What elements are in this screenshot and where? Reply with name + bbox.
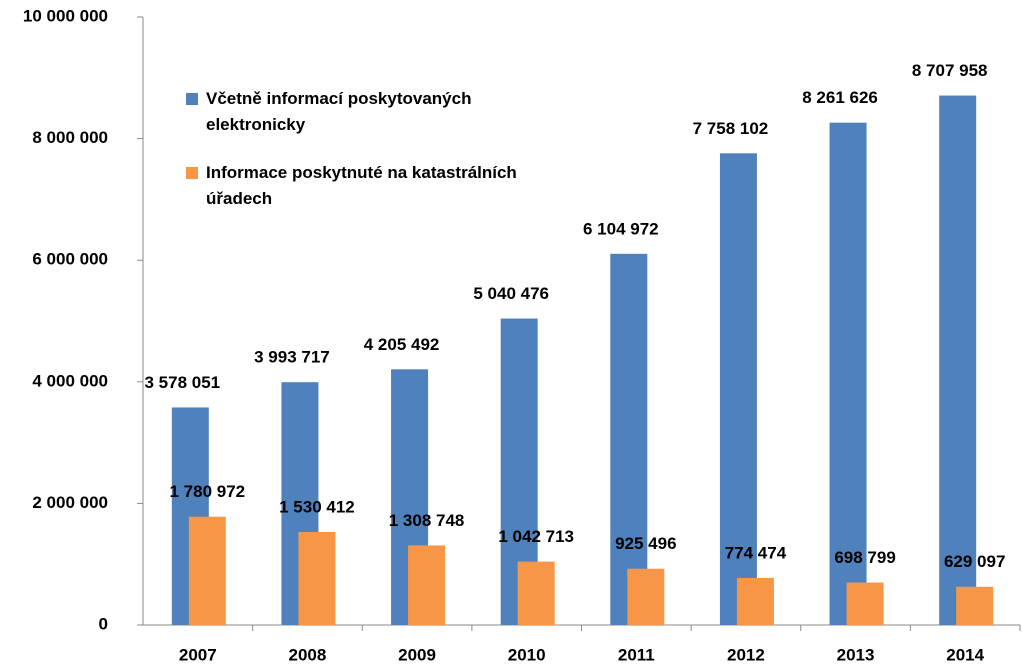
x-tick-label: 2011: [618, 645, 655, 664]
bar: [719, 153, 757, 625]
bar: [627, 568, 665, 625]
x-tick-label: 2009: [398, 645, 436, 664]
bar: [829, 122, 867, 625]
y-tick-label: 10 000 000: [23, 6, 108, 25]
data-label: 4 205 492: [364, 335, 440, 354]
data-label: 925 496: [615, 534, 676, 553]
y-tick-label: 0: [99, 614, 108, 633]
bar: [736, 577, 774, 625]
bar: [408, 545, 446, 625]
x-tick-label: 2010: [508, 645, 546, 664]
x-tick-label: 2014: [946, 645, 984, 664]
x-tick-label: 2012: [727, 645, 765, 664]
data-label: 698 799: [834, 548, 895, 567]
data-label: 1 308 748: [389, 511, 465, 530]
legend-swatch: [186, 167, 198, 179]
y-tick-label: 4 000 000: [32, 371, 108, 390]
bar: [956, 586, 994, 625]
bar: [298, 531, 336, 625]
data-label: 3 993 717: [254, 348, 330, 367]
data-label: 7 758 102: [693, 119, 769, 138]
data-label: 8 707 958: [912, 61, 988, 80]
data-label: 3 578 051: [144, 373, 220, 392]
data-label: 1 780 972: [169, 482, 245, 501]
bar: [517, 561, 555, 625]
x-tick-label: 2008: [289, 645, 327, 664]
bar: [610, 253, 648, 626]
bar: [188, 516, 226, 625]
data-label: 1 042 713: [498, 527, 574, 546]
data-label: 1 530 412: [279, 497, 355, 516]
data-label: 6 104 972: [583, 219, 659, 238]
x-tick-label: 2013: [837, 645, 875, 664]
legend-label: Informace poskytnuté na katastrálních úř…: [206, 163, 517, 208]
data-label: 8 261 626: [802, 88, 878, 107]
x-tick-label: 2007: [179, 645, 217, 664]
bar: [939, 95, 977, 625]
y-tick-label: 8 000 000: [32, 128, 108, 147]
y-tick-label: 6 000 000: [32, 250, 108, 269]
legend-entry: Včetně informací poskytovaných elektroni…: [186, 86, 566, 138]
legend: Včetně informací poskytovaných elektroni…: [186, 86, 566, 234]
legend-swatch: [186, 93, 198, 105]
legend-entry: Informace poskytnuté na katastrálních úř…: [186, 160, 566, 212]
data-label: 774 474: [725, 543, 787, 562]
data-label: 5 040 476: [473, 284, 549, 303]
data-label: 629 097: [944, 552, 1005, 571]
legend-label: Včetně informací poskytovaných elektroni…: [206, 89, 472, 134]
bar: [846, 582, 884, 625]
y-tick-label: 2 000 000: [32, 493, 108, 512]
